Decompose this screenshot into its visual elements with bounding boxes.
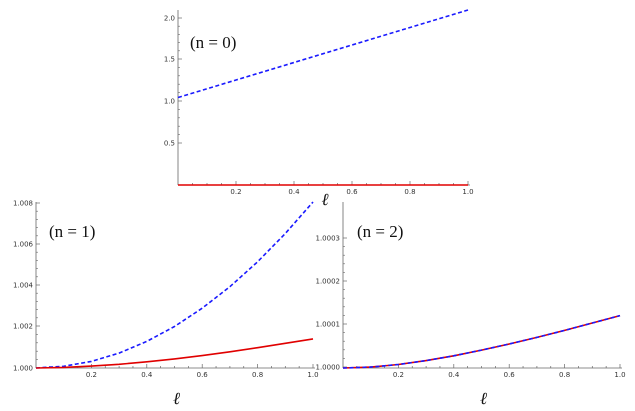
solid-series-line xyxy=(35,338,314,369)
y-tick-label: 1.000 xyxy=(13,365,33,373)
y-tick-label: 1.002 xyxy=(13,323,33,331)
y-tick-label: 1.004 xyxy=(13,282,34,290)
y-tick-label: 1.006 xyxy=(13,241,34,249)
x-tick-label: 0.8 xyxy=(559,371,570,379)
x-tick-label: 1.0 xyxy=(307,371,318,379)
x-tick-label: 0.4 xyxy=(448,371,460,379)
x-tick-label: 1.0 xyxy=(462,188,473,196)
dashed-series-line xyxy=(177,9,469,99)
x-tick-label: 0.2 xyxy=(230,188,241,196)
dashed-series-line xyxy=(35,201,314,369)
y-tick-label: 2.0 xyxy=(164,15,175,23)
y-tick-label: 1.008 xyxy=(13,200,33,208)
x-tick-label: 0.6 xyxy=(197,371,209,379)
panel-n2: 0.2 0.4 0.6 0.8 1.0 1.0000 1.0001 1.0002 1.0003 (… xyxy=(316,202,626,408)
x-tick-label: 0.6 xyxy=(346,188,358,196)
panel-n1: 0.2 0.4 0.6 0.8 1.0 1.000 1.002 1.004 1.006 1.008… xyxy=(13,200,319,409)
panel-annotation: (n = 0) xyxy=(190,33,236,52)
y-tick-label: 1.0000 xyxy=(316,364,341,372)
x-tick-label: 0.4 xyxy=(288,188,300,196)
x-tick-label: 0.2 xyxy=(86,371,97,379)
x-tick-label: 1.0 xyxy=(614,371,625,379)
dashed-series-line xyxy=(342,314,621,369)
x-tick-label: 0.8 xyxy=(252,371,263,379)
x-tick-label: 0.6 xyxy=(504,371,516,379)
solid-series-line xyxy=(342,314,621,369)
y-tick-label: 1.0003 xyxy=(316,235,341,243)
x-tick-label: 0.8 xyxy=(404,188,415,196)
panel-n0: 0.2 0.4 0.6 0.8 1.0 0.5 1.0 1.5 2.0 (n = 0) ℓ xyxy=(164,9,474,209)
y-tick-label: 1.0002 xyxy=(316,278,341,286)
x-axis-label: ℓ xyxy=(480,389,487,408)
panel-annotation: (n = 2) xyxy=(357,222,403,241)
y-tick-label: 1.0 xyxy=(164,98,175,106)
x-axis-label: ℓ xyxy=(321,190,328,209)
x-axis-label: ℓ xyxy=(173,389,180,408)
panel-annotation: (n = 1) xyxy=(49,222,95,241)
y-tick-label: 1.5 xyxy=(164,56,175,64)
x-tick-label: 0.4 xyxy=(141,371,153,379)
y-tick-label: 1.0001 xyxy=(316,321,341,329)
y-tick-label: 0.5 xyxy=(164,140,175,148)
x-tick-label: 0.2 xyxy=(393,371,404,379)
